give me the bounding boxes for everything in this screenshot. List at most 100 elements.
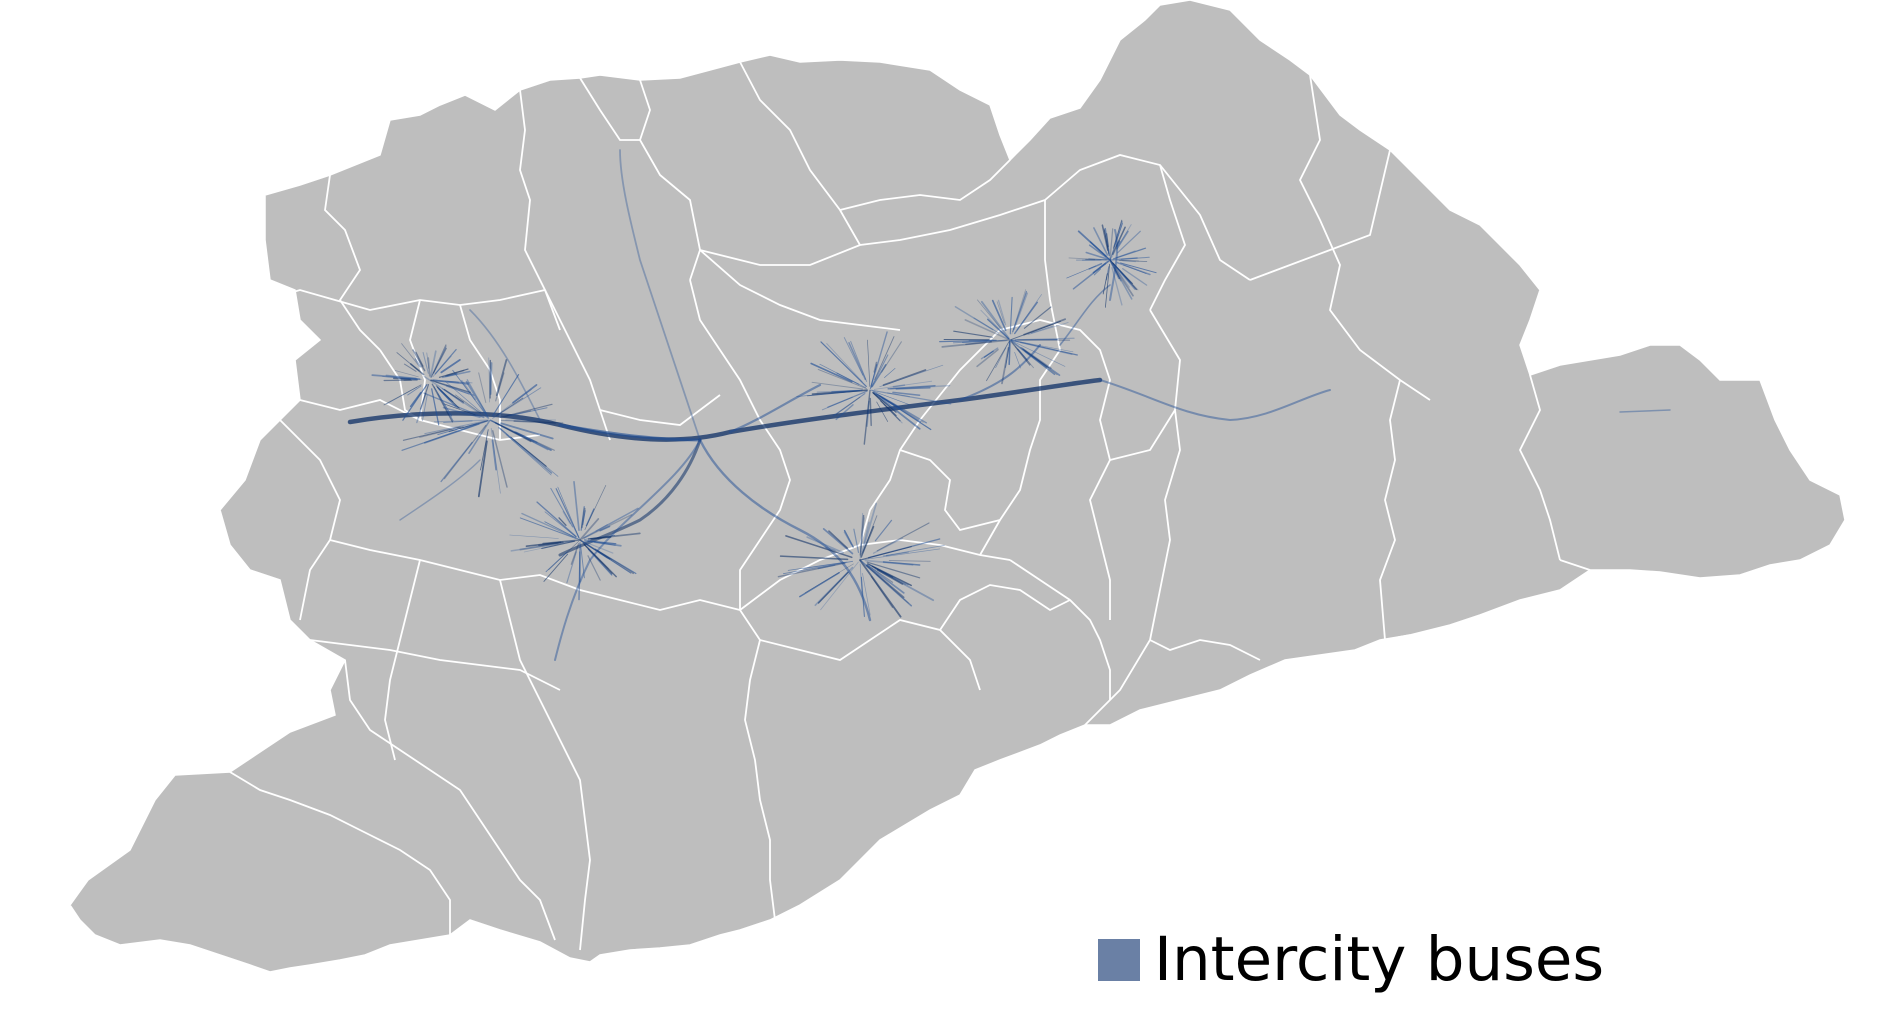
municipality-border — [384, 559, 421, 761]
municipality-border — [1149, 639, 1261, 661]
bus-flow-line — [872, 537, 904, 554]
bus-flow-line — [558, 423, 702, 442]
bus-flow-line — [859, 559, 902, 618]
bus-flow-line — [822, 528, 854, 555]
bus-flow-line — [510, 436, 547, 467]
bus-flow-line — [427, 357, 431, 377]
bus-flow-line — [619, 149, 701, 441]
bus-flow-line — [570, 543, 580, 565]
bus-flow-line — [814, 566, 854, 607]
bus-flow-line — [965, 341, 993, 346]
bus-flow-line — [543, 553, 569, 582]
bus-flow-line — [860, 576, 865, 618]
bus-flow-line — [443, 388, 465, 403]
bus-flow-line — [1008, 341, 1011, 366]
bus-flow-line — [973, 317, 1000, 334]
bus-flow-line — [505, 434, 552, 476]
bus-flow-line — [872, 392, 897, 417]
bus-flow-line — [961, 340, 992, 343]
bus-flow-line — [1112, 247, 1147, 260]
bus-flow-line — [861, 502, 878, 555]
legend-label-intercity-buses: Intercity buses — [1154, 924, 1605, 995]
bus-flow-line — [595, 524, 608, 532]
bus-flow-line — [1109, 228, 1114, 261]
bus-flow-line — [860, 525, 875, 558]
bus-flow-line — [403, 363, 417, 372]
bus-flow-line — [437, 393, 454, 422]
bus-flow-line — [873, 361, 878, 373]
bus-flow-line — [491, 430, 508, 488]
bus-flow-line — [870, 331, 888, 387]
bus-flow-line — [1122, 260, 1136, 263]
bus-flow-line — [585, 508, 595, 527]
bus-flow-line — [558, 438, 702, 557]
municipality-border — [979, 200, 1061, 556]
bus-flow-line — [1119, 259, 1148, 263]
municipality-border — [324, 174, 381, 351]
bus-flow-line — [394, 370, 419, 378]
bus-flow-line — [1122, 264, 1147, 274]
bus-flow-line — [879, 364, 944, 387]
bus-flow-line — [831, 389, 863, 393]
bus-flow-line — [1023, 306, 1052, 329]
bus-flow-line — [817, 571, 849, 604]
bus-flow-line — [986, 318, 1010, 340]
bus-flow-line — [429, 350, 437, 378]
bus-flow-line — [573, 480, 580, 532]
intercity-bus-flows — [347, 149, 1671, 661]
bus-flow-line — [1014, 346, 1031, 366]
bus-flow-line — [579, 518, 600, 541]
bus-flow-line — [787, 561, 845, 571]
bus-flow-line — [525, 541, 562, 548]
bus-flow-line — [865, 564, 905, 599]
bus-flow-line — [1113, 263, 1131, 283]
bus-flow-line — [863, 389, 871, 445]
bus-flow-line — [859, 563, 863, 597]
bus-flow-line — [888, 560, 931, 562]
bus-flow-line — [821, 396, 853, 411]
bus-flow-line — [442, 406, 481, 419]
bus-flow-line — [513, 420, 556, 424]
bus-flow-line — [881, 341, 902, 373]
bus-flow-line — [440, 359, 461, 374]
municipality-border — [264, 289, 546, 311]
bus-flow-line — [952, 339, 1007, 344]
bus-flow-line — [519, 542, 559, 551]
municipality-border — [599, 394, 721, 426]
bus-flow-line — [864, 559, 914, 566]
bus-flow-line — [433, 347, 447, 374]
bus-flow-line — [1011, 341, 1034, 369]
bus-flow-line — [806, 536, 844, 554]
bus-flow-line — [499, 403, 553, 419]
bus-flow-line — [541, 540, 576, 549]
bus-flow-line — [466, 379, 489, 417]
municipality-border — [544, 289, 611, 441]
bus-flow-line — [828, 530, 848, 549]
bus-flow-line — [862, 573, 871, 616]
bus-flow-line — [810, 362, 853, 383]
legend-swatch — [1098, 939, 1140, 981]
bus-flow-line — [1106, 233, 1109, 248]
bus-flow-line — [415, 351, 424, 367]
bus-flow-line — [488, 357, 491, 403]
bus-flow-line — [874, 336, 895, 381]
bus-flow-line — [1030, 325, 1054, 334]
bus-flow-line — [983, 350, 994, 358]
bus-flow-line — [850, 340, 868, 382]
bus-flow-line — [432, 346, 447, 376]
bus-flow-line — [1093, 268, 1102, 276]
bus-flow-line — [433, 386, 453, 417]
bus-flow-line — [698, 438, 872, 622]
bus-flow-line — [441, 388, 464, 404]
bus-flow-line — [480, 429, 489, 471]
municipality-border — [229, 771, 451, 935]
bus-flow-line — [438, 368, 469, 378]
bus-flow-line — [442, 370, 471, 379]
bus-flow-line — [433, 419, 489, 423]
municipality-border — [699, 249, 901, 331]
municipality-border — [1298, 74, 1431, 401]
bus-flow-line — [1066, 265, 1096, 279]
bus-flow-line — [599, 525, 611, 532]
bus-flow-line — [882, 369, 927, 386]
bus-flow-line — [478, 372, 487, 404]
